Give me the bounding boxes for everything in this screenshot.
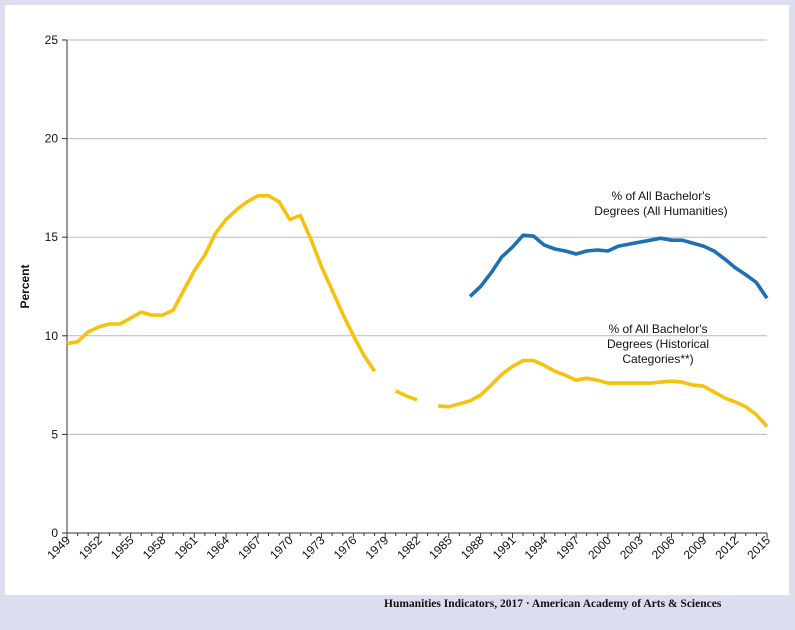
- y-tick-label-5: 5: [51, 427, 58, 441]
- x-tick-label-1994: 1994: [522, 533, 551, 562]
- x-tick-label-2003: 2003: [617, 533, 646, 562]
- series-historical-line-segment-2: [395, 389, 418, 402]
- x-tick-label-1988: 1988: [458, 533, 487, 562]
- x-tick-label-2015: 2015: [744, 533, 773, 562]
- y-tick-label-25: 25: [45, 33, 59, 47]
- series-label-all-humanities-line-2: Degrees (All Humanities): [594, 204, 727, 218]
- x-tick-label-2012: 2012: [713, 533, 742, 562]
- x-tick-label-1967: 1967: [235, 533, 264, 562]
- source-credit: Humanities Indicators, 2017 · American A…: [384, 598, 722, 610]
- chart-background: [5, 5, 789, 595]
- series-all-humanities-line: [468, 233, 769, 300]
- x-tick-label-1982: 1982: [394, 533, 423, 562]
- x-tick-label-1976: 1976: [331, 533, 360, 562]
- x-tick-label-2006: 2006: [649, 533, 678, 562]
- series-label-historical-line-1: % of All Bachelor's: [608, 322, 707, 336]
- x-tick-label-1952: 1952: [76, 533, 105, 562]
- series-label-all-humanities-line-1: % of All Bachelor's: [611, 189, 710, 203]
- x-tick-label-1979: 1979: [363, 533, 392, 562]
- x-tick-label-2009: 2009: [681, 533, 710, 562]
- y-axis-title: Percent: [18, 264, 32, 308]
- y-tick-label-15: 15: [45, 230, 59, 244]
- x-tick-label-1970: 1970: [267, 533, 296, 562]
- y-tick-label-10: 10: [45, 329, 59, 343]
- y-tick-label-20: 20: [45, 132, 59, 146]
- x-tick-label-1997: 1997: [553, 533, 582, 562]
- x-tick-label-1973: 1973: [299, 533, 328, 562]
- x-tick-label-2000: 2000: [585, 533, 614, 562]
- y-tick-label-0: 0: [51, 526, 58, 540]
- x-tick-label-1958: 1958: [140, 533, 169, 562]
- series-historical-line-segment-3: [438, 358, 769, 428]
- x-tick-label-1955: 1955: [108, 533, 137, 562]
- x-tick-label-1991: 1991: [490, 533, 519, 562]
- series-historical-line-segment-1: [66, 194, 377, 373]
- series-label-historical-line-3: Categories**): [622, 352, 693, 366]
- x-tick-label-1949: 1949: [44, 533, 73, 562]
- x-tick-label-1964: 1964: [203, 533, 232, 562]
- x-tick-label-1961: 1961: [172, 533, 201, 562]
- x-tick-label-1985: 1985: [426, 533, 455, 562]
- series-label-historical-line-2: Degrees (Historical: [607, 337, 709, 351]
